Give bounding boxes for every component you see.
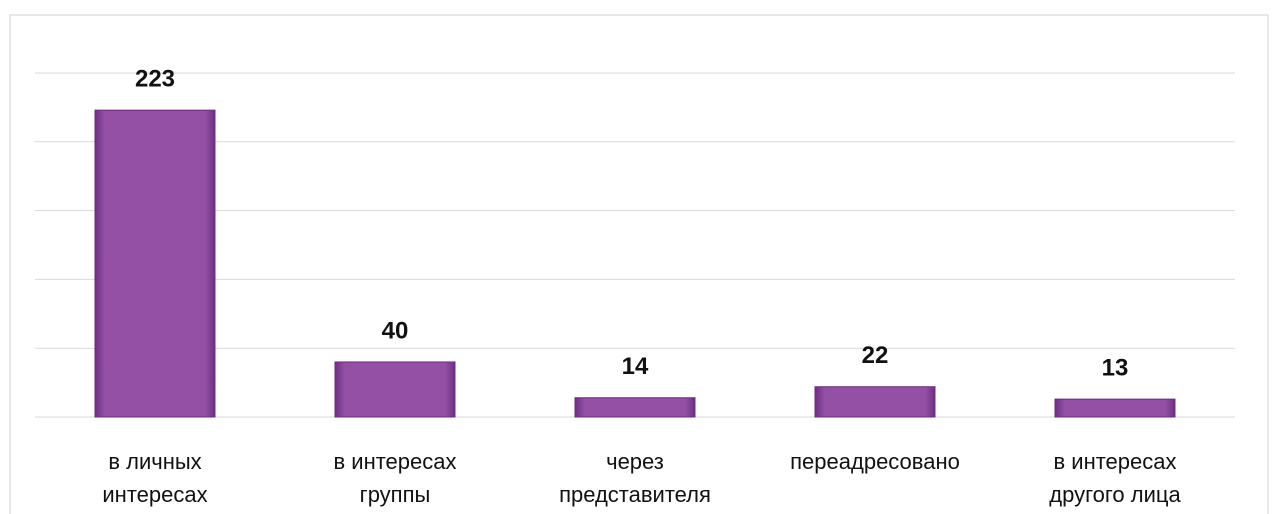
- bar: [94, 109, 216, 418]
- x-tick-label-line: в интересах: [333, 449, 456, 474]
- x-tick-label: в интересах группы: [333, 449, 456, 507]
- data-label: 13: [1102, 354, 1129, 381]
- x-tick-label-line: через: [606, 449, 664, 474]
- x-tick-label-line: группы: [360, 482, 431, 507]
- bar: [1054, 398, 1176, 418]
- data-label: 40: [382, 317, 409, 344]
- bar: [574, 397, 696, 418]
- x-tick-label-line: переадресовано: [790, 449, 960, 474]
- x-tick-label: переадресовано: [790, 449, 960, 474]
- data-label: 223: [135, 65, 175, 92]
- x-tick-label-line: в интересах: [1053, 449, 1176, 474]
- x-tick-label: в интересах другого лица: [1049, 449, 1181, 507]
- data-label: 14: [622, 353, 649, 380]
- bar: [334, 361, 456, 418]
- x-tick-label-line: в личных: [108, 449, 201, 474]
- x-tick-label-line: другого лица: [1049, 482, 1181, 507]
- x-tick-label: в личных интересах: [102, 449, 207, 507]
- chart-frame: [9, 14, 1269, 514]
- x-tick-label: через представителя: [559, 449, 711, 507]
- data-label: 22: [862, 342, 889, 369]
- x-tick-label-line: представителя: [559, 482, 711, 507]
- x-tick-label-line: интересах: [102, 482, 207, 507]
- bar: [814, 386, 936, 418]
